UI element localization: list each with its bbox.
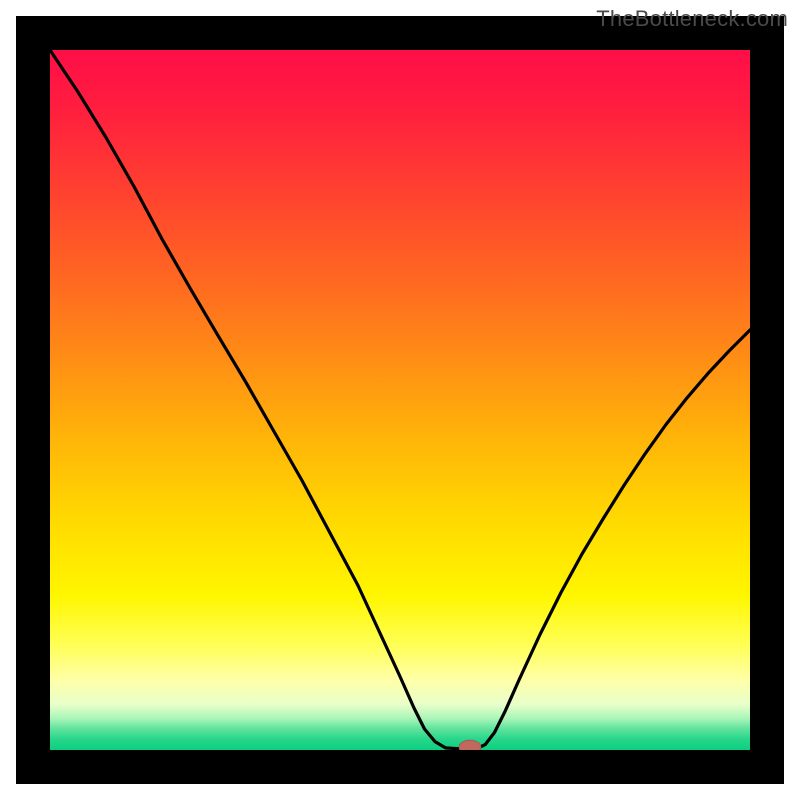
bottleneck-chart	[0, 0, 800, 800]
chart-background-gradient	[50, 50, 750, 750]
chart-frame: TheBottleneck.com	[0, 0, 800, 800]
watermark-text: TheBottleneck.com	[596, 6, 788, 32]
